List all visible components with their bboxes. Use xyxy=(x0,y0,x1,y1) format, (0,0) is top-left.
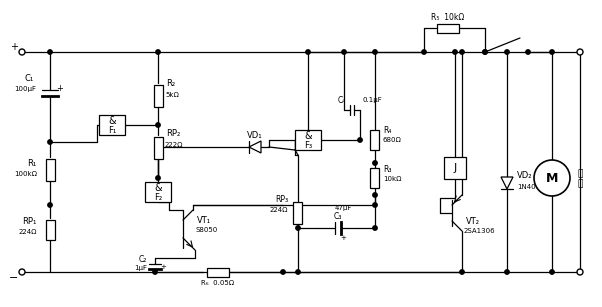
Polygon shape xyxy=(249,141,261,153)
Text: RP₂: RP₂ xyxy=(166,129,180,138)
Text: C₄: C₄ xyxy=(338,95,346,104)
Circle shape xyxy=(373,203,377,207)
Bar xyxy=(295,130,321,150)
Text: 10kΩ: 10kΩ xyxy=(383,176,402,182)
Text: 47μF: 47μF xyxy=(334,205,352,211)
Circle shape xyxy=(453,50,457,54)
Bar xyxy=(46,220,55,240)
Text: 2SA1306: 2SA1306 xyxy=(464,228,495,234)
Text: R₃: R₃ xyxy=(383,165,391,173)
Circle shape xyxy=(534,160,570,196)
Circle shape xyxy=(550,270,554,274)
Circle shape xyxy=(577,49,583,55)
Text: R₁: R₁ xyxy=(26,158,36,168)
Text: 224Ω: 224Ω xyxy=(270,207,288,213)
Circle shape xyxy=(296,270,300,274)
Circle shape xyxy=(19,269,25,275)
Circle shape xyxy=(373,50,377,54)
Text: 机: 机 xyxy=(577,180,583,188)
Text: VD₁: VD₁ xyxy=(247,130,263,139)
Text: &: & xyxy=(154,183,162,193)
Text: &: & xyxy=(304,131,312,141)
Text: +: + xyxy=(10,42,18,52)
Bar xyxy=(437,24,459,33)
Circle shape xyxy=(526,50,530,54)
Circle shape xyxy=(281,270,285,274)
Bar xyxy=(370,130,379,150)
Bar xyxy=(99,115,125,135)
Bar xyxy=(154,137,163,159)
Circle shape xyxy=(156,50,160,54)
Bar xyxy=(154,85,163,107)
Bar xyxy=(444,157,466,179)
Circle shape xyxy=(156,176,160,180)
Text: 680Ω: 680Ω xyxy=(383,137,402,143)
Text: +: + xyxy=(340,235,346,241)
Polygon shape xyxy=(501,177,513,189)
Circle shape xyxy=(550,50,554,54)
Text: RP₁: RP₁ xyxy=(22,216,36,226)
Text: +: + xyxy=(57,84,63,92)
Circle shape xyxy=(48,50,52,54)
Text: J: J xyxy=(453,163,457,173)
Circle shape xyxy=(460,50,464,54)
Bar xyxy=(46,159,55,181)
Circle shape xyxy=(505,270,509,274)
Text: C₂: C₂ xyxy=(138,255,147,263)
Text: RP₃: RP₃ xyxy=(275,195,288,204)
Text: VT₁: VT₁ xyxy=(197,216,211,224)
Bar xyxy=(207,267,229,277)
Circle shape xyxy=(422,50,426,54)
Bar xyxy=(294,202,302,224)
Circle shape xyxy=(483,50,487,54)
Bar xyxy=(370,168,379,188)
Text: 5kΩ: 5kΩ xyxy=(165,92,179,98)
Circle shape xyxy=(358,138,362,142)
Text: 0.1μF: 0.1μF xyxy=(362,97,382,103)
Circle shape xyxy=(460,270,464,274)
Circle shape xyxy=(296,226,300,230)
Circle shape xyxy=(373,161,377,165)
Text: C₃: C₃ xyxy=(334,212,342,220)
Circle shape xyxy=(19,49,25,55)
Text: R₆  0.05Ω: R₆ 0.05Ω xyxy=(202,280,235,286)
Circle shape xyxy=(373,193,377,197)
Circle shape xyxy=(373,226,377,230)
Text: 1μF: 1μF xyxy=(134,265,147,271)
Text: VD₂: VD₂ xyxy=(517,170,533,180)
Text: 100μF: 100μF xyxy=(14,86,36,92)
Text: S8050: S8050 xyxy=(195,227,217,233)
Text: −: − xyxy=(9,273,19,283)
Text: F₃: F₃ xyxy=(304,141,312,150)
Circle shape xyxy=(505,50,509,54)
Text: VT₂: VT₂ xyxy=(466,216,480,226)
Circle shape xyxy=(483,50,487,54)
Circle shape xyxy=(306,50,310,54)
Text: M: M xyxy=(546,172,558,185)
Text: R₅  10kΩ: R₅ 10kΩ xyxy=(432,13,465,21)
Text: 电: 电 xyxy=(577,169,583,178)
Text: 222Ω: 222Ω xyxy=(165,142,184,148)
Bar xyxy=(145,182,171,202)
Text: F₂: F₂ xyxy=(154,192,162,201)
Text: C₁: C₁ xyxy=(25,73,34,83)
Circle shape xyxy=(342,50,346,54)
Circle shape xyxy=(153,270,157,274)
Circle shape xyxy=(48,140,52,144)
Text: &: & xyxy=(108,116,116,126)
Circle shape xyxy=(577,269,583,275)
Circle shape xyxy=(48,203,52,207)
Text: F₁: F₁ xyxy=(108,126,116,134)
Text: +: + xyxy=(160,264,166,270)
Text: 224Ω: 224Ω xyxy=(19,229,37,235)
Text: 100kΩ: 100kΩ xyxy=(14,171,37,177)
Text: R₄: R₄ xyxy=(383,126,391,134)
Text: 1N4004: 1N4004 xyxy=(517,184,544,190)
Text: R₂: R₂ xyxy=(166,79,175,87)
Circle shape xyxy=(156,123,160,127)
